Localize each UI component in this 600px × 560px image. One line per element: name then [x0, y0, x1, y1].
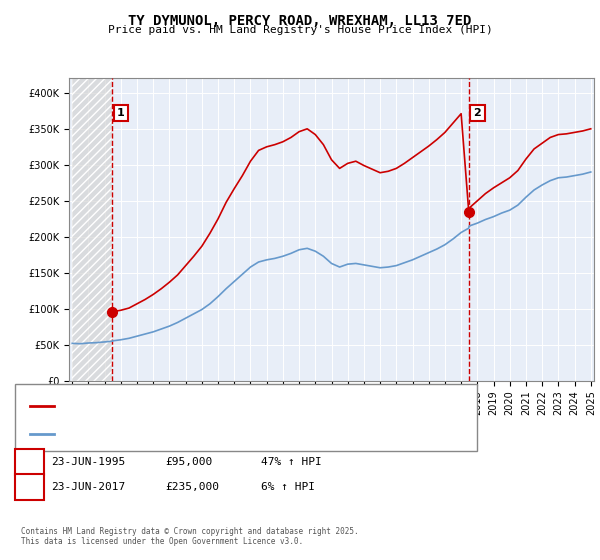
Text: Contains HM Land Registry data © Crown copyright and database right 2025.
This d: Contains HM Land Registry data © Crown c… — [21, 526, 359, 546]
Text: 6% ↑ HPI: 6% ↑ HPI — [261, 482, 315, 492]
Text: HPI: Average price, detached house, Wrexham: HPI: Average price, detached house, Wrex… — [60, 429, 313, 439]
Text: £235,000: £235,000 — [165, 482, 219, 492]
Text: 2: 2 — [26, 482, 33, 492]
Text: 1: 1 — [26, 457, 33, 467]
Text: 47% ↑ HPI: 47% ↑ HPI — [261, 457, 322, 467]
Bar — [72, 78, 112, 381]
Bar — [72, 78, 112, 381]
Text: 1: 1 — [117, 108, 125, 118]
Text: £95,000: £95,000 — [165, 457, 212, 467]
Text: 23-JUN-1995: 23-JUN-1995 — [51, 457, 125, 467]
Text: TY DYMUNOL, PERCY ROAD, WREXHAM, LL13 7ED (detached house): TY DYMUNOL, PERCY ROAD, WREXHAM, LL13 7E… — [60, 401, 401, 411]
Text: TY DYMUNOL, PERCY ROAD, WREXHAM, LL13 7ED: TY DYMUNOL, PERCY ROAD, WREXHAM, LL13 7E… — [128, 14, 472, 28]
Text: 2: 2 — [473, 108, 481, 118]
Text: 23-JUN-2017: 23-JUN-2017 — [51, 482, 125, 492]
Text: Price paid vs. HM Land Registry's House Price Index (HPI): Price paid vs. HM Land Registry's House … — [107, 25, 493, 35]
